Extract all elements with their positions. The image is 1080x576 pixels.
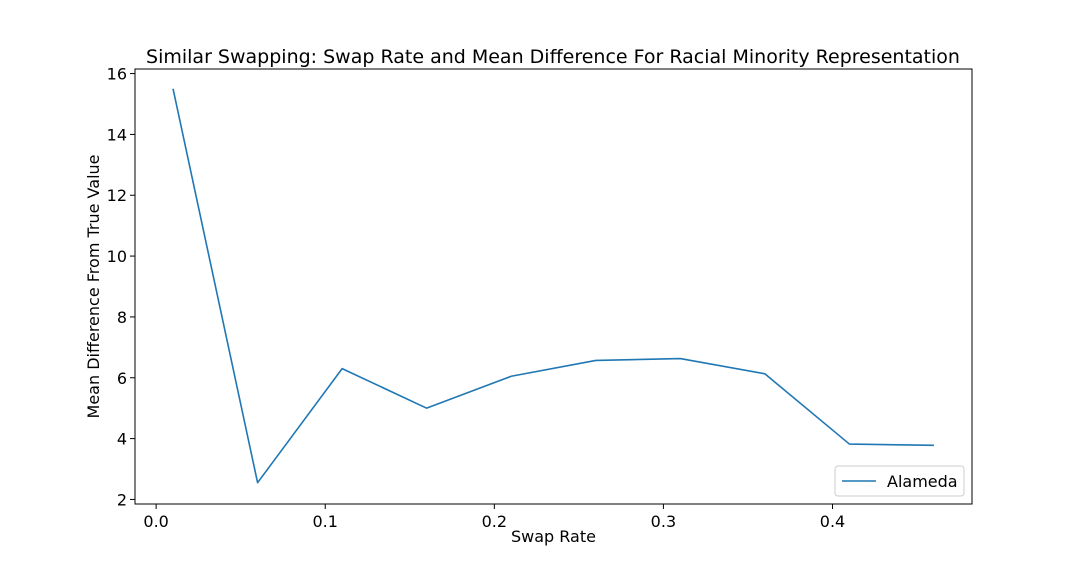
x-tick-label: 0.4	[820, 512, 845, 531]
y-tick-label: 4	[117, 430, 127, 449]
legend-label-alameda: Alameda	[887, 472, 958, 491]
plot-frame	[134, 68, 973, 505]
y-tick-label: 16	[107, 65, 127, 84]
series-layer	[172, 88, 934, 484]
y-tick-label: 10	[107, 247, 127, 266]
legend: Alameda	[834, 465, 965, 497]
plot-area	[134, 68, 973, 505]
x-tick-label: 0.0	[143, 512, 168, 531]
x-axis-title: Swap Rate	[511, 527, 596, 546]
x-tick-label: 0.2	[482, 512, 507, 531]
y-tick-label: 14	[107, 125, 127, 144]
y-tick-label: 6	[117, 369, 127, 388]
x-tick-label: 0.3	[651, 512, 676, 531]
x-axis: 0.0 0.1 0.2 0.3 0.4	[143, 504, 845, 531]
series-line-alameda	[172, 88, 934, 484]
y-tick-label: 12	[107, 186, 127, 205]
legend-box	[834, 465, 965, 497]
x-tick-label: 0.1	[313, 512, 338, 531]
y-tick-label: 8	[117, 308, 127, 327]
y-tick-label: 2	[117, 490, 127, 509]
chart-title: Similar Swapping: Swap Rate and Mean Dif…	[146, 46, 960, 68]
y-axis-title: Mean Difference From True Value	[84, 155, 103, 419]
y-axis: 2 4 6 8 10 12 14 16	[107, 65, 135, 509]
